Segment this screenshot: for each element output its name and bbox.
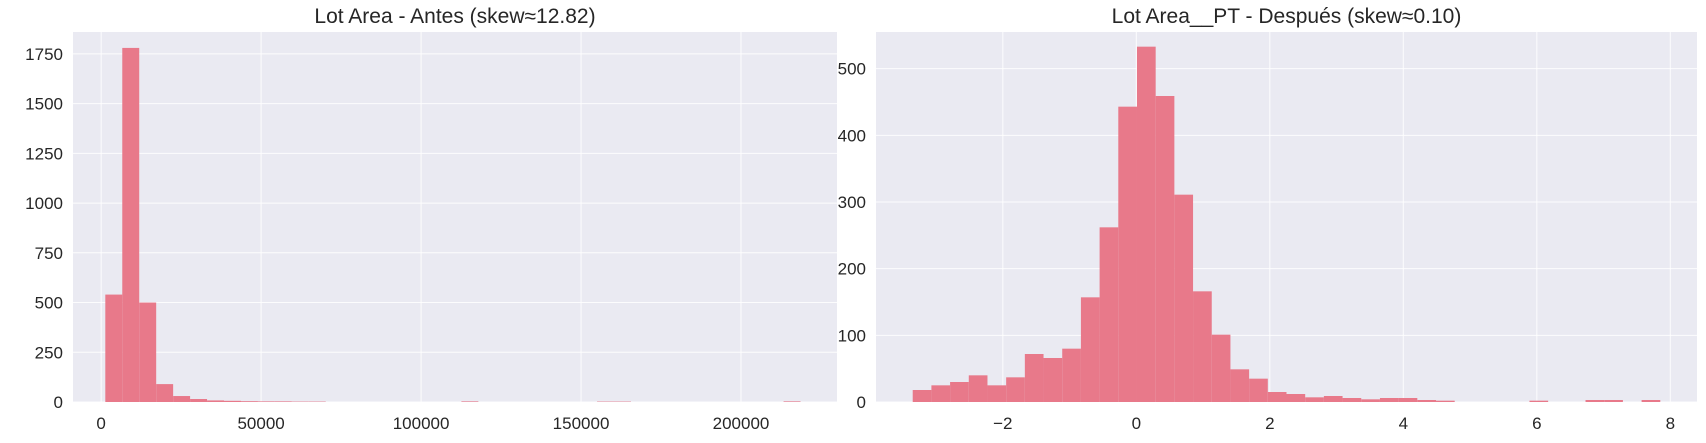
right-histogram-bar [1230,369,1250,402]
right-histogram-bar [1155,96,1175,402]
right-histogram-bar [1604,400,1623,402]
left-x-tick-label: 100000 [393,414,450,433]
left-histogram-bar [207,400,225,402]
right-histogram-bar [1062,348,1081,402]
right-histogram-bar [1305,397,1324,402]
right-histogram-bar [968,375,988,402]
right-histogram-bar [1099,227,1119,402]
right-histogram-bar [987,385,1007,402]
right-y-tick-label: 200 [838,260,866,279]
right-histogram-bar [1286,394,1306,402]
right-x-tick-label: 6 [1532,414,1541,433]
right-histogram-bar [1361,399,1380,402]
left-y-tick-label: 0 [54,393,63,412]
right-y-tick-label: 400 [838,126,866,145]
right-histogram-bar [1436,400,1455,402]
right-histogram-bar [1342,398,1362,402]
left-x-ticks: 0 50000 100000 150000 200000 [96,414,769,433]
right-x-tick-label: 4 [1399,414,1408,433]
right-y-tick-label: 300 [838,193,866,212]
right-histogram-bar [950,382,969,402]
left-histogram-bar [173,396,191,402]
right-histogram-bar [1174,194,1194,402]
left-chart-title: Lot Area - Antes (skew≈12.82) [314,5,595,28]
right-histogram-bar [1398,398,1418,402]
left-axes-background [73,32,837,402]
right-histogram-panel: −2 0 2 4 6 8 0 100 200 300 400 500 Lot Area__PT - … [838,5,1697,433]
left-y-tick-label: 750 [35,244,63,263]
left-histogram-bar [274,401,292,402]
right-histogram-bar [1043,358,1063,402]
right-histogram-bar [1193,291,1212,402]
left-y-tick-label: 1750 [25,45,63,64]
left-histogram-panel: 0 50000 100000 150000 200000 0 250 500 750 1000 1… [25,5,837,433]
left-grid [73,32,837,403]
left-bars [105,47,801,403]
right-histogram-bar [1529,400,1549,402]
right-x-tick-label: 2 [1265,414,1274,433]
left-y-ticks: 0 250 500 750 1000 1250 1500 1750 [25,45,63,412]
left-y-tick-label: 1500 [25,95,63,114]
right-histogram-bar [1323,396,1343,402]
left-x-tick-label: 150000 [553,414,610,433]
right-histogram-bar [1379,398,1399,402]
right-x-ticks: −2 0 2 4 6 8 [993,414,1675,433]
right-y-ticks: 0 100 200 300 400 500 [838,60,866,412]
left-histogram-bar [257,401,275,402]
right-chart-title: Lot Area__PT - Después (skew≈0.10) [1112,5,1462,28]
right-histogram-bar [1249,378,1268,402]
right-bars [912,46,1661,403]
left-histogram-bar [224,400,241,402]
right-histogram-bar [1211,334,1231,402]
right-histogram-bar [1585,400,1605,402]
left-histogram-bar [461,401,479,402]
right-y-tick-label: 500 [838,60,866,79]
left-histogram-bar [190,399,208,402]
left-x-tick-label: 50000 [237,414,284,433]
right-histogram-bar [1417,400,1437,402]
right-x-tick-label: 0 [1132,414,1141,433]
left-histogram-bar [783,401,801,402]
left-histogram-bar [139,302,157,402]
right-histogram-bar [1641,400,1661,402]
right-x-tick-label: 8 [1666,414,1675,433]
right-y-tick-label: 100 [838,326,866,345]
right-axes-background [876,32,1697,402]
left-histogram-bar [156,384,174,402]
right-y-tick-label: 0 [857,393,866,412]
left-x-tick-label: 0 [96,414,105,433]
right-histogram-bar [1080,297,1100,402]
left-histogram-bar [105,294,123,402]
right-histogram-bar [1006,377,1025,402]
left-y-tick-label: 250 [35,343,63,362]
right-x-tick-label: −2 [993,414,1012,433]
left-y-tick-label: 1250 [25,144,63,163]
right-histogram-bar [1024,354,1044,402]
left-histogram-bar [122,47,140,403]
right-histogram-bar [931,385,951,402]
left-x-tick-label: 200000 [713,414,770,433]
left-y-tick-label: 1000 [25,194,63,213]
right-histogram-bar [1136,46,1156,403]
left-y-tick-label: 500 [35,294,63,313]
left-histogram-bar [240,401,258,402]
right-histogram-bar [1267,392,1287,402]
right-histogram-bar [1118,106,1137,403]
right-histogram-bar [912,390,932,402]
